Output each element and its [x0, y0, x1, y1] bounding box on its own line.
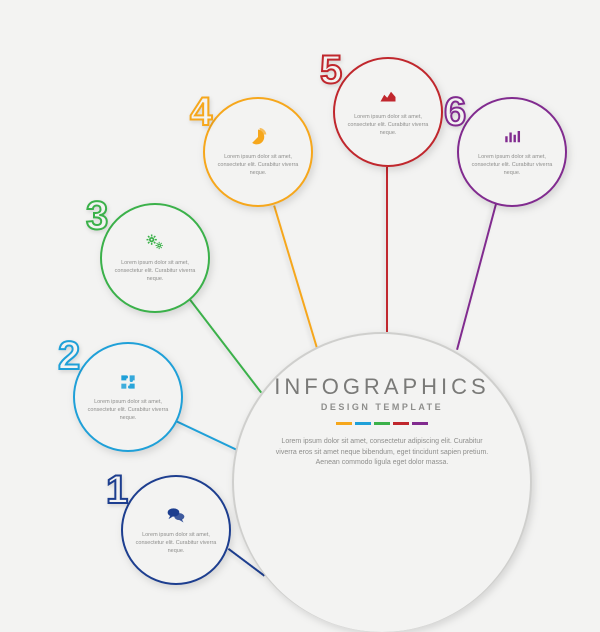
- puzzle-icon: [118, 372, 138, 392]
- hub-subtitle: DESIGN TEMPLATE: [264, 402, 500, 412]
- infographic-stage: INFOGRAPHICS DESIGN TEMPLATE Lorem ipsum…: [0, 0, 600, 600]
- step-number-2: 2: [58, 334, 80, 379]
- step-number-6: 6: [444, 90, 466, 135]
- step-number-5: 5: [320, 48, 342, 93]
- hub-accent-bars: [264, 422, 500, 425]
- gears-icon: [145, 233, 165, 253]
- step-circle-4: Lorem ipsum dolor sit amet, consectetur …: [203, 97, 313, 207]
- step-circle-2: Lorem ipsum dolor sit amet, consectetur …: [73, 342, 183, 452]
- step-circle-3: Lorem ipsum dolor sit amet, consectetur …: [100, 203, 210, 313]
- step-text-4: Lorem ipsum dolor sit amet, consectetur …: [215, 153, 301, 178]
- area-icon: [378, 87, 398, 107]
- step-text-2: Lorem ipsum dolor sit amet, consectetur …: [85, 398, 171, 423]
- pie-icon: [248, 127, 268, 147]
- step-number-3: 3: [86, 194, 108, 239]
- hub-body: Lorem ipsum dolor sit amet, consectetur …: [264, 437, 500, 469]
- step-text-3: Lorem ipsum dolor sit amet, consectetur …: [112, 259, 198, 284]
- step-number-1: 1: [106, 468, 128, 513]
- step-text-1: Lorem ipsum dolor sit amet, consectetur …: [133, 531, 219, 556]
- hub-title: INFOGRAPHICS: [264, 374, 500, 400]
- step-text-5: Lorem ipsum dolor sit amet, consectetur …: [345, 113, 431, 138]
- step-circle-6: Lorem ipsum dolor sit amet, consectetur …: [457, 97, 567, 207]
- chat-icon: [166, 505, 186, 525]
- step-circle-5: Lorem ipsum dolor sit amet, consectetur …: [333, 57, 443, 167]
- step-number-4: 4: [190, 90, 212, 135]
- step-text-6: Lorem ipsum dolor sit amet, consectetur …: [469, 153, 555, 178]
- hub-circle: INFOGRAPHICS DESIGN TEMPLATE Lorem ipsum…: [232, 332, 532, 632]
- step-circle-1: Lorem ipsum dolor sit amet, consectetur …: [121, 475, 231, 585]
- bars-icon: [502, 127, 522, 147]
